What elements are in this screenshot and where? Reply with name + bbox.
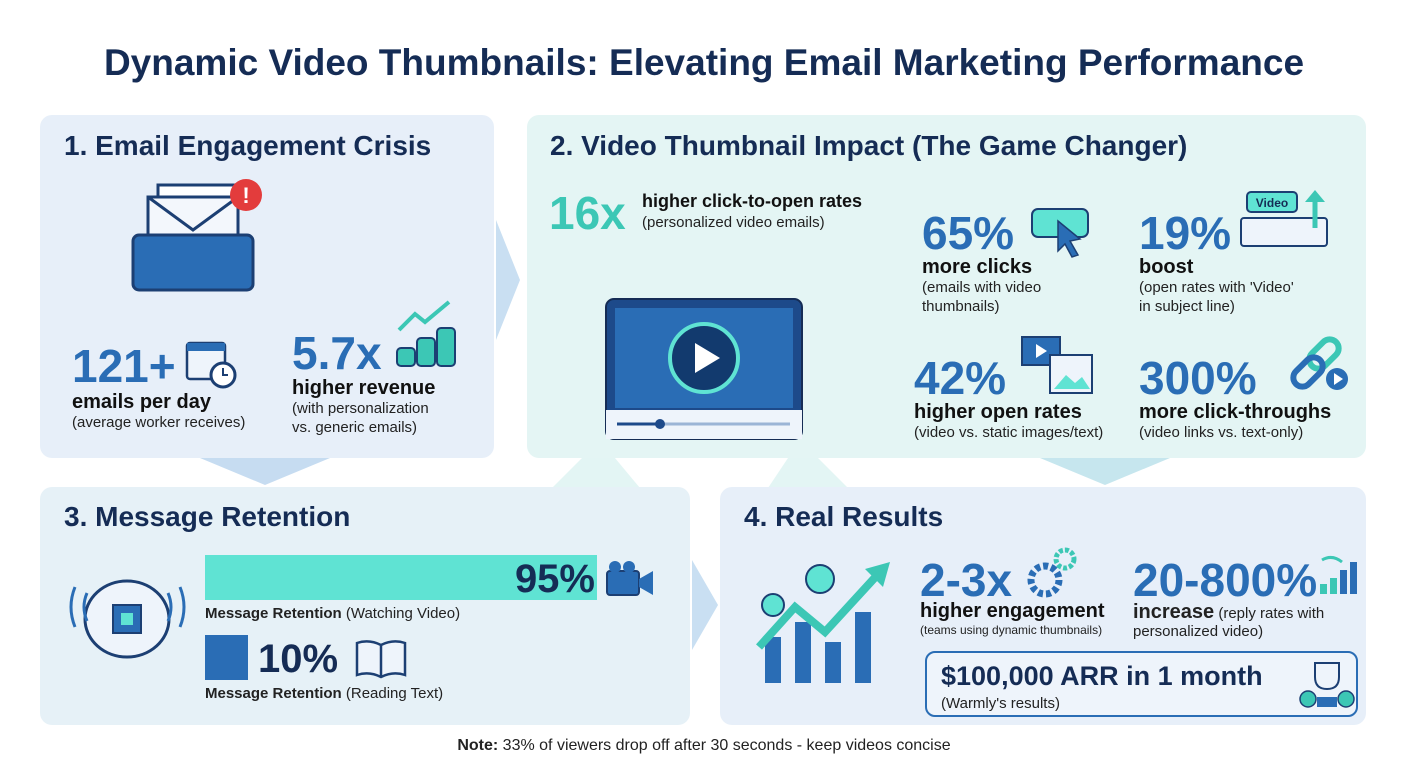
section-video-thumbnail-impact: 2. Video Thumbnail Impact (The Game Chan… [527,115,1366,458]
subject-line-icon: Video [1240,190,1328,247]
retention-bar-text [205,635,248,680]
stat-label: more clicks [922,256,1033,278]
highlight-sub: (Warmly's results) [941,695,1060,712]
svg-text:!: ! [242,183,249,208]
stat-value: 2-3x [920,554,1013,606]
brain-chip-icon [69,579,186,659]
open-book-icon [355,640,407,679]
video-camera-icon [606,561,653,596]
arrow-down-1 [200,458,330,485]
stat-value: 20-800% [1133,554,1318,606]
stat-value: 65% [922,207,1015,259]
calendar-clock-icon [185,341,237,389]
stat-sub: (video vs. static images/text) [914,424,1104,441]
stat-label: increase (reply rates with [1133,601,1325,623]
link-play-icon [1290,336,1348,390]
section-title: 2. Video Thumbnail Impact (The Game Chan… [550,130,1188,161]
stat-value: 5.7x [292,327,382,379]
stat-value: 300% [1139,352,1257,404]
bar-chart-arrow-icon [1320,555,1357,594]
stat-sub: (average worker receives) [72,414,246,431]
section-email-engagement-crisis: 1. Email Engagement Crisis ! 121+ emails… [40,115,494,458]
hero-label: higher click-to-open rates [642,191,863,211]
inbox-alert-icon: ! [131,179,262,292]
highlight-box: $100,000 ARR in 1 month (Warmly's result… [925,651,1358,717]
stat-label: emails per day [72,391,211,413]
trophy-money-icon [1299,662,1355,708]
highlight-value: $100,000 ARR in 1 month [941,661,1263,691]
stat-sub: in subject line) [1139,298,1235,315]
stat-label: higher open rates [914,401,1082,423]
stat-value: 42% [914,352,1007,404]
gears-icon [1027,547,1077,598]
stat-sub: personalized video) [1133,623,1264,640]
growth-chart-icon [756,562,890,683]
section-title: 3. Message Retention [64,501,351,532]
stat-sub: (video links vs. text-only) [1139,424,1304,441]
arrow-right-2 [692,560,718,650]
hero-sub: (personalized video emails) [642,214,825,231]
bar-label: Message Retention (Reading Text) [205,685,444,702]
stat-sub: (open rates with 'Video' [1139,279,1294,296]
footer-note: Note: 33% of viewers drop off after 30 s… [457,737,951,754]
section-real-results: 4. Real Results 2-3x higher engagement (… [720,487,1366,725]
bar-label: Message Retention (Watching Video) [205,605,461,622]
bar-value: 95% [514,557,595,601]
stat-value: 19% [1139,207,1232,259]
stat-sub: thumbnails) [922,298,1000,315]
svg-text:Video: Video [1256,196,1288,210]
arrow-right-1 [496,220,520,340]
stat-label: boost [1139,256,1194,278]
stat-label: more click-throughs [1139,401,1332,423]
cursor-click-icon [1031,208,1089,258]
coins-growth-icon [396,300,456,367]
video-player-icon [605,298,803,440]
section-title: 1. Email Engagement Crisis [64,130,432,161]
page-title: Dynamic Video Thumbnails: Elevating Emai… [103,42,1305,83]
stat-value: 121+ [72,340,176,392]
arrow-down-2 [1040,458,1170,485]
stat-sub: (teams using dynamic thumbnails) [920,623,1103,637]
stat-sub: (with personalization [292,400,429,417]
retention-bar-video [205,555,597,600]
section-message-retention: 3. Message Retention 95% Message Retenti… [40,487,690,725]
video-vs-image-icon [1021,336,1093,394]
bar-value: 10% [258,637,339,681]
section-title: 4. Real Results [744,501,944,532]
stat-label: higher revenue [292,377,436,399]
stat-sub: (emails with video [922,279,1042,296]
hero-value: 16x [549,187,626,239]
stat-sub: vs. generic emails) [292,419,418,436]
stat-label: higher engagement [920,600,1105,622]
